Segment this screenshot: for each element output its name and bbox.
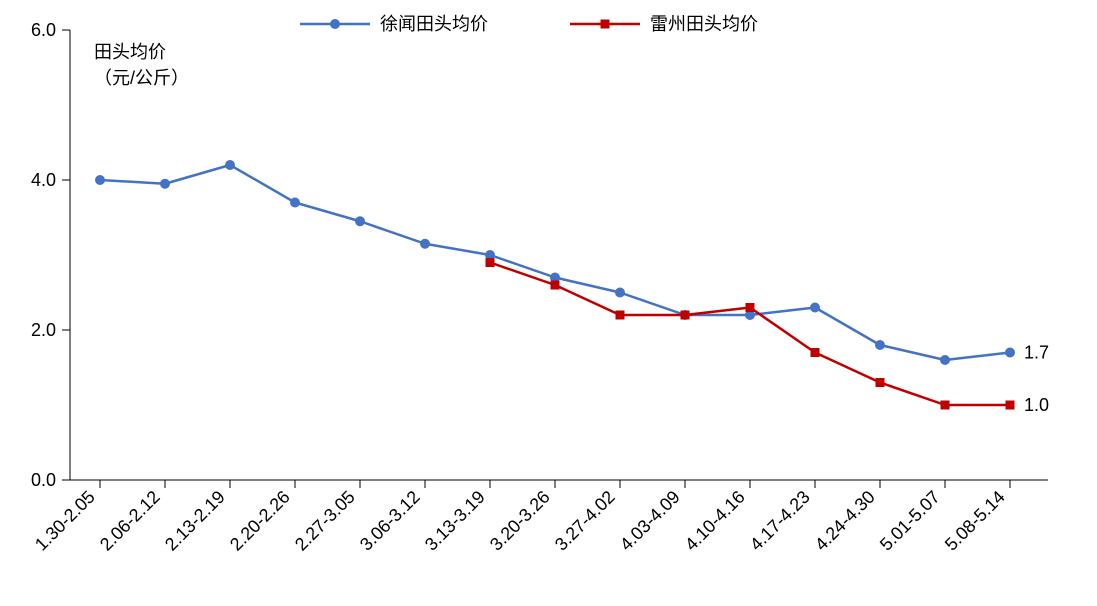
legend-label-leizhou: 雷州田头均价 xyxy=(650,14,758,34)
series-marker-xuwen xyxy=(225,160,235,170)
x-tick-label: 5.01-5.07 xyxy=(876,487,944,555)
chart-svg: 0.0 2.0 4.0 6.0 田头均价 （元/公斤） 1.30-2.052.06-2.12… xyxy=(0,0,1097,606)
series-marker-xuwen xyxy=(615,288,625,298)
series-marker-leizhou xyxy=(551,281,560,290)
series-marker-xuwen xyxy=(810,303,820,313)
series-marker-leizhou xyxy=(876,378,885,387)
x-tick-label: 5.08-5.14 xyxy=(941,487,1009,555)
series-marker-xuwen xyxy=(355,216,365,226)
x-tick-label: 3.27-4.02 xyxy=(551,487,619,555)
y-tick-label: 4.0 xyxy=(31,170,56,190)
x-tick-label: 2.13-2.19 xyxy=(161,487,229,555)
legend-marker-leizhou xyxy=(601,20,610,29)
x-tick-label: 4.17-4.23 xyxy=(746,487,814,555)
series-marker-leizhou xyxy=(811,348,820,357)
series-line-xuwen xyxy=(100,165,1010,360)
series-line-leizhou xyxy=(490,263,1010,406)
x-tick-label: 4.24-4.30 xyxy=(811,487,879,555)
series-marker-xuwen xyxy=(940,355,950,365)
x-tick-label: 3.20-3.26 xyxy=(486,487,554,555)
series-marker-leizhou xyxy=(941,401,950,410)
legend-marker-xuwen xyxy=(330,19,340,29)
series-marker-xuwen xyxy=(875,340,885,350)
series-marker-leizhou xyxy=(746,303,755,312)
x-tick-label: 4.10-4.16 xyxy=(681,487,749,555)
series-marker-leizhou xyxy=(681,311,690,320)
series-marker-leizhou xyxy=(1006,401,1015,410)
y-axis-title-line2: （元/公斤） xyxy=(94,68,189,88)
y-tick-label: 2.0 xyxy=(31,320,56,340)
series-marker-xuwen xyxy=(420,239,430,249)
y-tick-label: 0.0 xyxy=(31,470,56,490)
legend-label-xuwen: 徐闻田头均价 xyxy=(380,14,488,34)
price-line-chart: 0.0 2.0 4.0 6.0 田头均价 （元/公斤） 1.30-2.052.06-2.12… xyxy=(0,0,1097,606)
y-axis-title-line1: 田头均价 xyxy=(94,42,166,62)
series-marker-leizhou xyxy=(486,258,495,267)
x-tick-label: 2.27-3.05 xyxy=(291,487,359,555)
series-end-label-leizhou: 1.0 xyxy=(1024,395,1049,415)
x-tick-label: 4.03-4.09 xyxy=(616,487,684,555)
x-tick-label: 2.20-2.26 xyxy=(226,487,294,555)
x-tick-label: 1.30-2.05 xyxy=(31,487,99,555)
series-marker-xuwen xyxy=(290,198,300,208)
series-marker-xuwen xyxy=(95,175,105,185)
x-tick-label: 2.06-2.12 xyxy=(96,487,164,555)
x-tick-label: 3.06-3.12 xyxy=(356,487,424,555)
series-end-label-xuwen: 1.7 xyxy=(1024,343,1049,363)
y-tick-label: 6.0 xyxy=(31,20,56,40)
x-tick-label: 3.13-3.19 xyxy=(421,487,489,555)
series-marker-xuwen xyxy=(160,179,170,189)
series-marker-leizhou xyxy=(616,311,625,320)
series-marker-xuwen xyxy=(1005,348,1015,358)
